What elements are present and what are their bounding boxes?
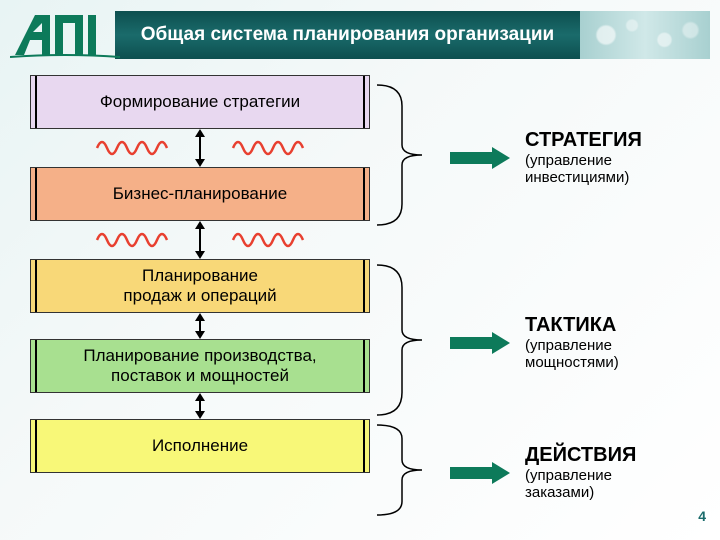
diagram-content: Формирование стратегии Бизнес-планирован… [0,70,720,530]
process-box-0: Формирование стратегии [30,75,370,129]
connector-1 [30,221,370,259]
process-box-label: Планирование продаж и операций [123,266,276,307]
process-box-label: Бизнес-планирование [113,184,287,204]
logo [10,5,120,65]
output-subtitle: (управление мощностями) [525,337,700,371]
connector-0 [30,129,370,167]
output-arrow-icon [450,462,510,484]
process-box-2: Планирование продаж и операций [30,259,370,313]
header-decoration [580,11,710,59]
title-bar: Общая система планирования организации [115,11,580,59]
output-subtitle: (управление инвестициями) [525,152,700,186]
output-arrow-icon [450,332,510,354]
process-box-label: Формирование стратегии [100,92,300,112]
header: Общая система планирования организации [0,0,720,70]
output-subtitle: (управление заказами) [525,467,700,501]
process-box-1: Бизнес-планирование [30,167,370,221]
process-box-3: Планирование производства, поставок и мо… [30,339,370,393]
page-title: Общая система планирования организации [141,24,554,46]
process-box-label: Исполнение [152,436,248,456]
output-group-2: ДЕЙСТВИЯ (управление заказами) [450,444,700,501]
connector-2 [30,313,370,339]
output-title: ТАКТИКА [525,314,700,337]
output-arrow-icon [450,147,510,169]
process-box-label: Планирование производства, поставок и мо… [83,346,316,387]
page-number: 4 [698,508,706,524]
outputs-column: СТРАТЕГИЯ (управление инвестициями) ТАКТ… [450,70,700,530]
output-group-0: СТРАТЕГИЯ (управление инвестициями) [450,129,700,186]
process-column: Формирование стратегии Бизнес-планирован… [30,75,370,473]
output-title: ДЕЙСТВИЯ [525,444,700,467]
braces [372,70,452,530]
process-box-4: Исполнение [30,419,370,473]
output-text: СТРАТЕГИЯ (управление инвестициями) [525,129,700,186]
connector-3 [30,393,370,419]
output-title: СТРАТЕГИЯ [525,129,700,152]
output-text: ДЕЙСТВИЯ (управление заказами) [525,444,700,501]
output-group-1: ТАКТИКА (управление мощностями) [450,314,700,371]
output-text: ТАКТИКА (управление мощностями) [525,314,700,371]
